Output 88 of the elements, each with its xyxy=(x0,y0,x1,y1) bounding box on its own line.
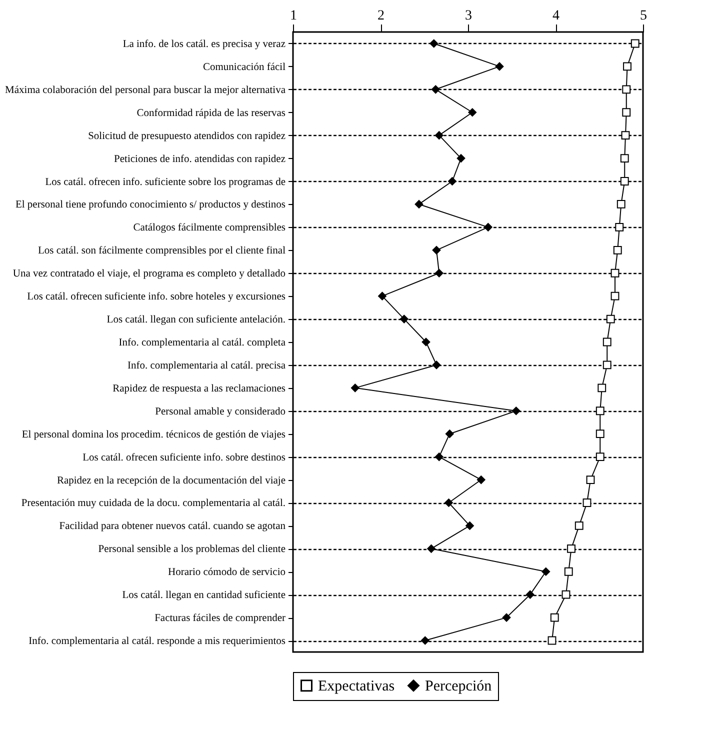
y-tick-label: Rapidez en la recepción de la documentación del viaje xyxy=(56,475,286,486)
point xyxy=(431,85,440,94)
point xyxy=(620,154,629,163)
point xyxy=(468,108,477,117)
y-tick-label: Los catál. ofrecen suficiente info. sobre hoteles y excursiones xyxy=(27,292,286,303)
point xyxy=(414,200,424,208)
y-tick-label: Horario cómodo de servicio xyxy=(168,567,286,578)
point xyxy=(621,131,630,140)
point xyxy=(542,567,550,576)
point xyxy=(622,108,631,117)
point xyxy=(598,384,606,392)
point xyxy=(564,567,573,576)
y-tick-label: Una vez contratado el viaje, el programa es completo y detallado xyxy=(12,268,286,280)
point xyxy=(476,476,486,484)
point xyxy=(434,452,444,462)
point xyxy=(550,613,559,622)
y-tick-label: El personal tiene profundo conocimiento s/ productos y destinos xyxy=(15,200,286,211)
point xyxy=(512,406,520,416)
y-tick-label: Los catál. son fácilmente comprensibles por el cliente final xyxy=(38,246,286,257)
y-tick-label: Facilidad para obtener nuevos catál. cuando se agotan xyxy=(59,521,286,532)
point xyxy=(466,521,474,530)
y-tick-label: Rapidez de respuesta a las reclamaciones xyxy=(112,383,286,394)
x-tick-label: 5 xyxy=(640,8,647,24)
x-tick-label: 2 xyxy=(378,8,384,24)
point xyxy=(427,544,436,553)
point xyxy=(484,222,492,232)
point xyxy=(602,338,612,346)
point xyxy=(582,498,592,507)
point xyxy=(620,177,629,186)
point xyxy=(456,154,466,163)
point xyxy=(432,360,441,370)
y-tick-label: Peticiones de info. atendidas con rapidez xyxy=(114,154,286,165)
point xyxy=(596,430,604,438)
x-tick-label: 4 xyxy=(552,8,560,24)
point xyxy=(400,314,408,324)
y-tick-label: Comunicación fácil xyxy=(202,62,286,73)
point xyxy=(574,521,584,530)
point xyxy=(610,292,620,300)
y-tick-label: Facturas fáciles de comprender xyxy=(154,613,286,624)
point xyxy=(378,292,386,300)
point xyxy=(623,62,632,71)
y-tick-label: Info. complementaria al catál. precisa xyxy=(127,360,286,372)
point xyxy=(434,268,444,278)
point xyxy=(610,268,620,278)
x-tick-label: 3 xyxy=(465,8,472,24)
y-tick-label: Los catál. llegan con suficiente antelación. xyxy=(106,314,286,326)
y-tick-label: Info. complementaria al catál. completa xyxy=(118,338,286,348)
point xyxy=(586,476,595,484)
point xyxy=(616,200,626,208)
point xyxy=(596,452,604,462)
x-tick-label: 1 xyxy=(290,8,297,24)
point xyxy=(562,590,570,599)
y-tick-label: Catálogos fácilmente comprensibles xyxy=(133,222,286,234)
point xyxy=(448,177,456,186)
point xyxy=(502,613,511,622)
point xyxy=(548,636,556,645)
point xyxy=(630,39,640,48)
y-tick-label: Los catál. llegan en cantidad suficiente xyxy=(122,590,286,602)
point xyxy=(495,62,504,71)
y-tick-label: Personal amable y considerado xyxy=(155,406,286,418)
y-tick-label: Los catál. ofrecen suficiente info. sobre destinos xyxy=(82,452,286,464)
y-tick-label: Conformidad rápida de las reservas xyxy=(136,108,286,119)
point xyxy=(606,314,615,324)
point xyxy=(420,636,430,645)
point xyxy=(434,131,444,140)
point xyxy=(350,384,360,392)
y-tick-label: Info. complementaria al catál. responde a mis requerimientos xyxy=(28,636,286,648)
y-tick-label: Personal sensible a los problemas del cliente xyxy=(98,544,286,556)
point xyxy=(596,406,604,416)
y-tick-label: El personal domina los procedim. técnicos de gestión de viajes xyxy=(22,429,286,440)
point xyxy=(613,246,622,254)
point xyxy=(602,360,612,370)
point xyxy=(430,39,438,48)
point xyxy=(526,590,534,599)
y-tick-label: Los catál. ofrecen info. suficiente sobre los programas de xyxy=(45,176,286,188)
y-tick-label: Solicitud de presupuesto atendidos con rapidez xyxy=(88,130,286,142)
point xyxy=(444,498,453,507)
legend-label: Expectativas xyxy=(318,678,395,695)
point xyxy=(615,222,624,232)
point xyxy=(422,338,430,346)
legend-label: Percepción xyxy=(425,678,492,695)
point xyxy=(567,544,576,553)
y-tick-label: La info. de los catál. es precisa y veraz xyxy=(122,38,286,50)
point xyxy=(432,246,441,254)
y-tick-label: Máxima colaboración del personal para buscar la mejor alternativa xyxy=(5,84,286,96)
point xyxy=(622,85,631,94)
point xyxy=(445,430,454,438)
y-tick-label: Presentación muy cuidada de la docu. complementaria al catál. xyxy=(21,498,286,510)
